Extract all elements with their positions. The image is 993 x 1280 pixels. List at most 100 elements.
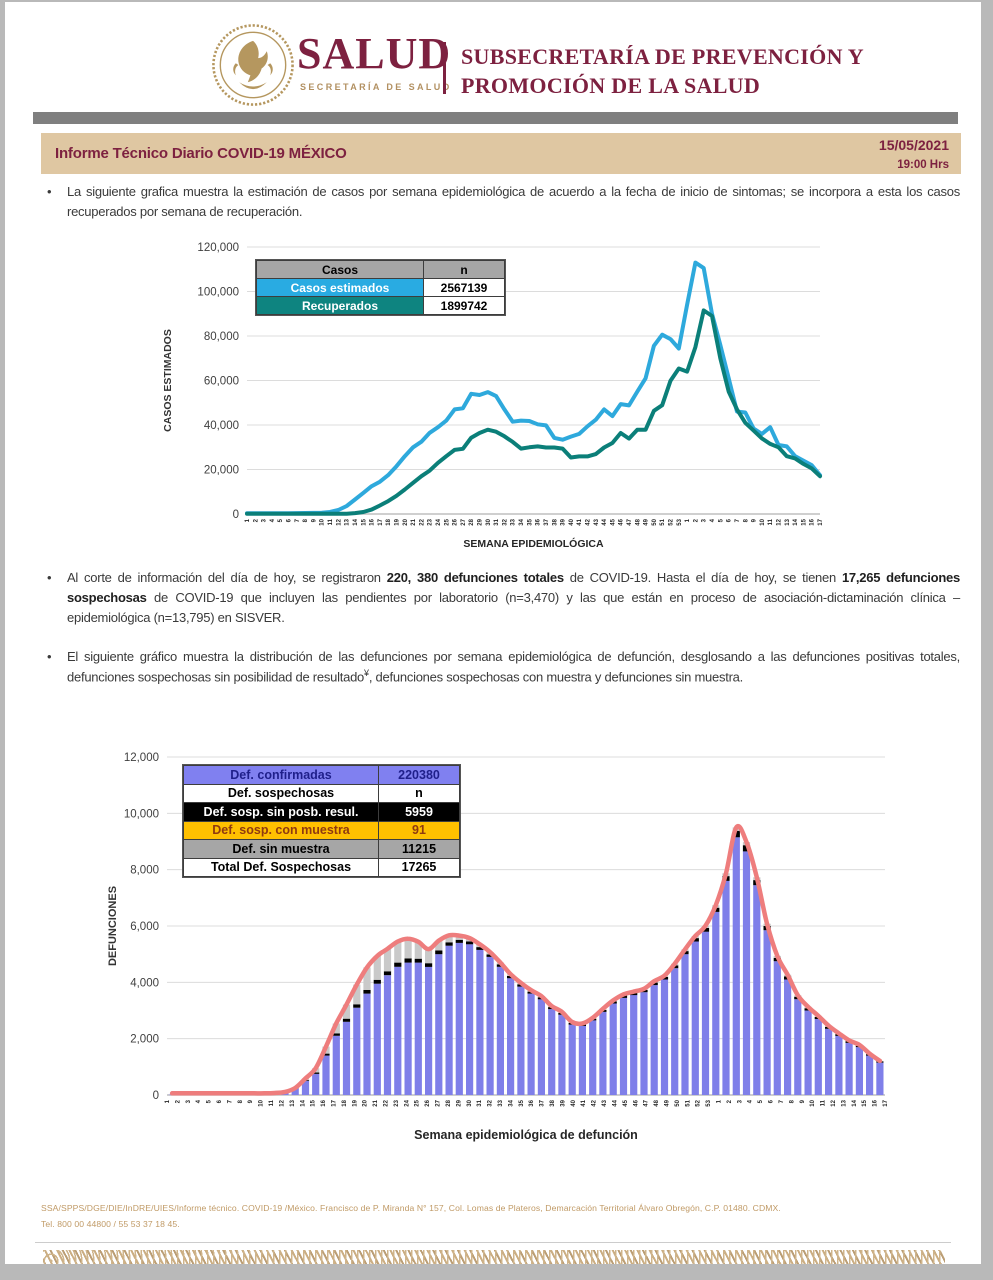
svg-text:42: 42 [592, 1099, 598, 1106]
total-defunciones-line [169, 823, 883, 1096]
x-axis-label: Semana epidemiológica de defunción [414, 1128, 638, 1142]
svg-text:44: 44 [602, 518, 608, 525]
svg-text:17: 17 [883, 1099, 889, 1106]
legend-row: Recuperados 1899742 [256, 296, 505, 315]
svg-text:51: 51 [685, 1099, 691, 1106]
svg-text:5: 5 [278, 518, 284, 522]
svg-text:16: 16 [873, 1099, 879, 1106]
svg-text:31: 31 [494, 518, 500, 525]
svg-text:10,000: 10,000 [124, 808, 159, 820]
svg-text:14: 14 [353, 518, 359, 525]
svg-text:7: 7 [295, 518, 301, 522]
footer-line-1: SSA/SPPS/DGE/DIE/InDRE/UIES/Informe técn… [41, 1203, 781, 1213]
report-title-bar: Informe Técnico Diario COVID-19 MÉXICO 1… [41, 133, 961, 174]
svg-text:20: 20 [403, 518, 409, 525]
svg-text:1: 1 [245, 518, 251, 522]
svg-text:17: 17 [378, 518, 384, 525]
svg-text:45: 45 [610, 518, 616, 525]
legend-series-value: 5959 [378, 802, 460, 822]
footer-rule [35, 1242, 951, 1243]
legend-series-name: Def. sosp. sin posb. resul. [183, 802, 379, 822]
svg-text:8: 8 [789, 1099, 795, 1103]
svg-text:45: 45 [623, 1099, 629, 1106]
series-line-recuperados [245, 308, 822, 516]
svg-text:32: 32 [488, 1099, 494, 1106]
legend-series-name: Total Def. Sospechosas [183, 857, 379, 877]
legend-series-name: Def. sospechosas [183, 783, 379, 803]
svg-text:4,000: 4,000 [130, 977, 159, 989]
svg-text:9: 9 [248, 1099, 254, 1103]
chart-casos-legend: Casos n Casos estimados 2567139 Recuperados 1… [256, 260, 505, 315]
svg-text:2: 2 [253, 518, 259, 522]
svg-text:12: 12 [336, 518, 342, 525]
svg-text:6: 6 [769, 1099, 775, 1103]
svg-text:3: 3 [737, 1099, 743, 1103]
x-axis-ticks: 1 2 3 4 5 6 7 8 9 10 11 12 13 14 15 16 17 18 19 20 21 22 23 24 2… [165, 1099, 889, 1106]
svg-text:19: 19 [394, 518, 400, 525]
svg-text:32: 32 [502, 518, 508, 525]
svg-text:11: 11 [328, 518, 334, 525]
svg-text:50: 50 [675, 1099, 681, 1106]
report-time: 19:00 Hrs [897, 158, 949, 171]
x-axis-label: SEMANA EPIDEMIOLÓGICA [463, 537, 604, 550]
svg-text:10: 10 [259, 1099, 265, 1106]
svg-text:12: 12 [776, 518, 782, 525]
legend-series-name: Def. sin muestra [183, 839, 379, 859]
svg-text:1: 1 [685, 518, 691, 522]
svg-text:2: 2 [693, 518, 699, 522]
svg-text:25: 25 [415, 1099, 421, 1106]
bullet-1: La siguiente grafica muestra la estimaci… [47, 182, 960, 222]
svg-text:23: 23 [428, 518, 434, 525]
svg-text:11: 11 [821, 1099, 827, 1106]
svg-text:30: 30 [467, 1099, 473, 1106]
svg-text:33: 33 [511, 518, 517, 525]
svg-text:15: 15 [311, 1099, 317, 1106]
report-date: 15/05/2021 [878, 137, 949, 153]
svg-text:120,000: 120,000 [197, 242, 239, 254]
svg-text:4: 4 [270, 518, 276, 522]
svg-text:2: 2 [175, 1099, 181, 1103]
legend-series-value: 1899742 [423, 296, 505, 315]
legend-series-name: Recuperados [256, 296, 424, 315]
svg-text:26: 26 [425, 1099, 431, 1106]
legend-header-cell: n [423, 260, 505, 279]
bullet-2: Al corte de información del día de hoy, … [47, 568, 960, 628]
header: SALUD SECRETARÍA DE SALUD SUBSECRETARÍA … [5, 2, 981, 110]
svg-text:52: 52 [696, 1099, 702, 1106]
svg-text:37: 37 [540, 1099, 546, 1106]
chart-casos-estimados: 0 20,000 40,000 60,000 80,000 100,000 120,000 1… [157, 238, 867, 553]
svg-text:80,000: 80,000 [204, 331, 239, 343]
svg-text:2,000: 2,000 [130, 1034, 159, 1046]
svg-text:22: 22 [419, 518, 425, 525]
svg-text:28: 28 [469, 518, 475, 525]
svg-text:11: 11 [269, 1099, 275, 1106]
y-axis-label: DEFUNCIONES [107, 886, 119, 966]
legend-series-value: 11215 [378, 839, 460, 859]
svg-text:18: 18 [342, 1099, 348, 1106]
svg-text:21: 21 [411, 518, 417, 525]
svg-text:15: 15 [801, 518, 807, 525]
svg-text:19: 19 [352, 1099, 358, 1106]
legend-row: Total Def. Sospechosas 17265 [183, 857, 460, 877]
svg-text:7: 7 [227, 1099, 233, 1103]
svg-text:22: 22 [384, 1099, 390, 1106]
svg-text:40,000: 40,000 [204, 420, 239, 432]
svg-text:1: 1 [717, 1099, 723, 1103]
svg-text:34: 34 [508, 1099, 514, 1106]
legend-header-row: Casos n [256, 260, 505, 279]
svg-text:12,000: 12,000 [124, 752, 159, 764]
svg-text:21: 21 [373, 1099, 379, 1106]
svg-text:28: 28 [446, 1099, 452, 1106]
legend-row: Def. sin muestra 11215 [183, 839, 460, 859]
svg-text:34: 34 [519, 518, 525, 525]
svg-text:4: 4 [196, 1099, 202, 1103]
svg-text:16: 16 [810, 518, 816, 525]
svg-text:43: 43 [594, 518, 600, 525]
svg-text:51: 51 [660, 518, 666, 525]
svg-text:48: 48 [654, 1099, 660, 1106]
svg-text:8,000: 8,000 [130, 865, 159, 877]
svg-text:17: 17 [331, 1099, 337, 1106]
svg-text:17: 17 [818, 518, 824, 525]
